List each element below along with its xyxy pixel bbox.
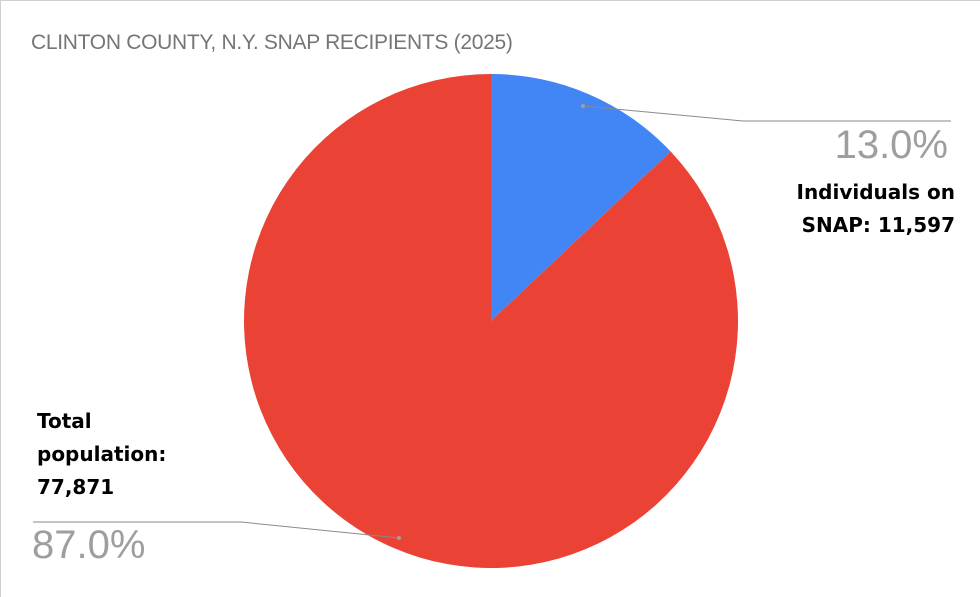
slice-label-population: Total population: 77,871 (37, 405, 166, 504)
slice-label-line: Total (37, 409, 92, 433)
slice-label-line: SNAP: 11,597 (801, 213, 955, 237)
slice-label-snap: Individuals on SNAP: 11,597 (797, 176, 956, 242)
leader-line-0 (582, 105, 951, 122)
leader-dot-0 (581, 104, 585, 108)
pie-slice-1 (243, 74, 738, 568)
slice-percent-snap: 13.0% (834, 123, 948, 167)
slice-label-line: population: (37, 442, 167, 466)
leader-dot-1 (397, 536, 401, 540)
slice-label-line: 77,871 (37, 475, 115, 499)
slice-label-line: Individuals on (796, 180, 956, 204)
chart-title: CLINTON COUNTY, N.Y. SNAP RECIPIENTS (20… (31, 31, 513, 54)
leader-line-1 (33, 521, 400, 539)
pie-slice-0 (491, 74, 671, 321)
slice-percent-population: 87.0% (32, 523, 146, 567)
